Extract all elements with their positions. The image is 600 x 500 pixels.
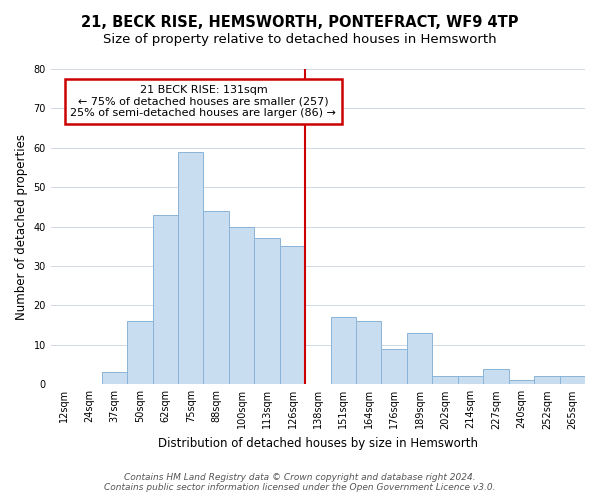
Bar: [483, 368, 509, 384]
Bar: [127, 321, 152, 384]
Bar: [458, 376, 483, 384]
Bar: [509, 380, 534, 384]
Text: 21, BECK RISE, HEMSWORTH, PONTEFRACT, WF9 4TP: 21, BECK RISE, HEMSWORTH, PONTEFRACT, WF…: [81, 15, 519, 30]
Bar: [382, 349, 407, 384]
Bar: [280, 246, 305, 384]
Text: 21 BECK RISE: 131sqm
← 75% of detached houses are smaller (257)
25% of semi-deta: 21 BECK RISE: 131sqm ← 75% of detached h…: [70, 85, 337, 118]
Bar: [331, 318, 356, 384]
Bar: [203, 211, 229, 384]
Text: Size of property relative to detached houses in Hemsworth: Size of property relative to detached ho…: [103, 32, 497, 46]
Bar: [229, 226, 254, 384]
X-axis label: Distribution of detached houses by size in Hemsworth: Distribution of detached houses by size …: [158, 437, 478, 450]
Bar: [178, 152, 203, 384]
Bar: [152, 215, 178, 384]
Bar: [254, 238, 280, 384]
Bar: [534, 376, 560, 384]
Bar: [407, 333, 433, 384]
Bar: [433, 376, 458, 384]
Bar: [101, 372, 127, 384]
Text: Contains HM Land Registry data © Crown copyright and database right 2024.
Contai: Contains HM Land Registry data © Crown c…: [104, 473, 496, 492]
Y-axis label: Number of detached properties: Number of detached properties: [15, 134, 28, 320]
Bar: [560, 376, 585, 384]
Bar: [356, 321, 382, 384]
